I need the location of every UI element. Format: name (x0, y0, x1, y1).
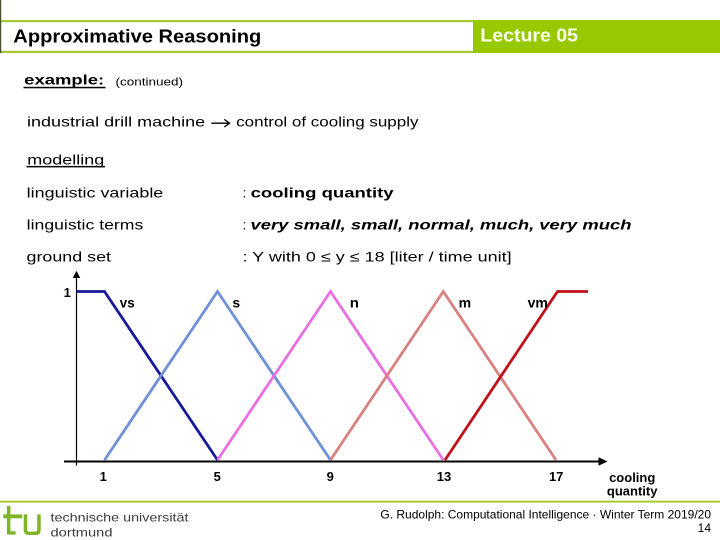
svg-text:control of cooling supply: control of cooling supply (236, 114, 418, 130)
svg-text:14: 14 (698, 521, 712, 535)
svg-text:linguistic variable: linguistic variable (27, 185, 164, 201)
svg-text::: : (243, 217, 247, 233)
svg-text:dortmund: dortmund (51, 525, 113, 539)
svg-text:cooling quantity: cooling quantity (251, 185, 394, 201)
svg-text:linguistic terms: linguistic terms (27, 217, 144, 233)
svg-text:13: 13 (437, 469, 451, 484)
svg-text:: Y with 0 ≤ y ≤ 18 [liter / t: : Y with 0 ≤ y ≤ 18 [liter / time unit] (243, 249, 512, 265)
svg-text:n: n (350, 294, 359, 310)
svg-text:industrial drill machine: industrial drill machine (27, 114, 205, 130)
svg-text::: : (243, 185, 247, 201)
svg-text:cooling: cooling (609, 470, 655, 485)
svg-text:modelling: modelling (27, 152, 104, 168)
svg-text:ground set: ground set (27, 249, 112, 265)
svg-text:1: 1 (100, 469, 107, 484)
svg-text:vm: vm (528, 294, 548, 310)
svg-text:example:: example: (24, 72, 104, 88)
svg-text:G. Rudolph: Computational Inte: G. Rudolph: Computational Intelligence ·… (380, 507, 711, 521)
svg-text:1: 1 (64, 285, 71, 300)
svg-text:m: m (459, 294, 471, 310)
svg-text:Lecture 05: Lecture 05 (480, 25, 578, 45)
svg-text:s: s (232, 294, 240, 310)
svg-text:9: 9 (327, 469, 334, 484)
svg-text:Approximative Reasoning: Approximative Reasoning (13, 27, 261, 47)
svg-text:17: 17 (549, 469, 563, 484)
svg-text:vs: vs (120, 294, 135, 310)
svg-text:very small, small, normal, muc: very small, small, normal, much, very mu… (251, 217, 632, 233)
svg-text:technische universität: technische universität (51, 510, 190, 524)
svg-text:quantity: quantity (607, 483, 658, 498)
svg-text:(continued): (continued) (116, 76, 184, 88)
svg-text:5: 5 (214, 469, 221, 484)
